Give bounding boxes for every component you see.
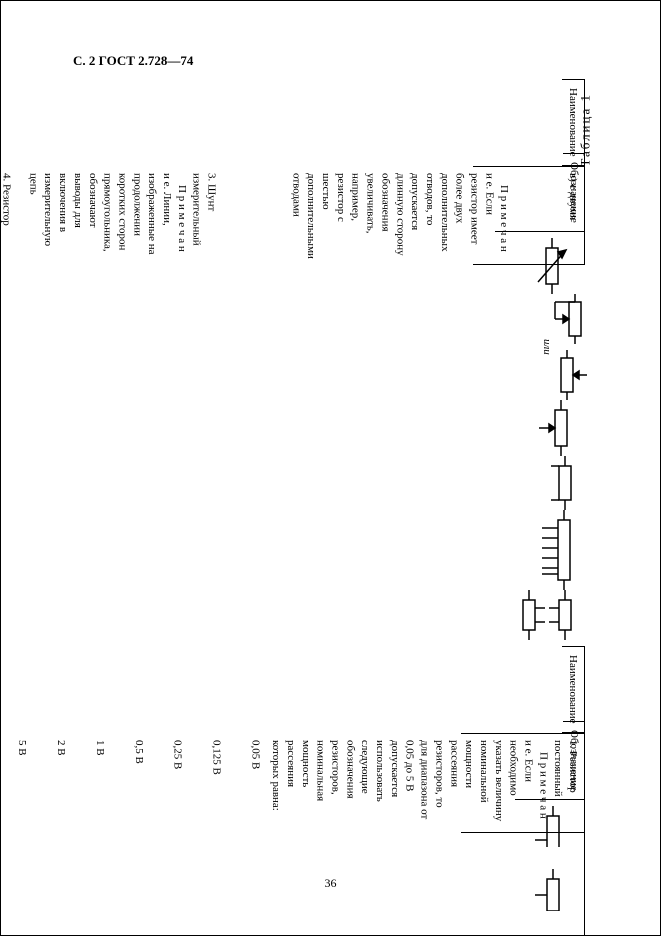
- l-p025: 0,25 В: [170, 740, 185, 826]
- r-title3: 3. Шунт измерительный: [189, 173, 219, 259]
- table-content: Наименование в) с двумя П р и м е ч а н …: [73, 79, 585, 865]
- r-note-c2: П р и м е ч а н и е. Если резистор имеет…: [289, 173, 512, 259]
- l-p005: 0,05 В: [247, 740, 262, 826]
- header-obozn-left: Обозначение: [563, 721, 585, 799]
- resistor-one-tap-asym-icon: [535, 806, 565, 848]
- resistor-one-tap-sym-icon: [535, 869, 565, 911]
- header-obozn-right: Обозначение: [563, 153, 585, 231]
- page: С. 2 ГОСТ 2.728—74 Таблица 1 36 Наименов…: [0, 0, 661, 936]
- r-title4: 4. Резистор переменный: [0, 173, 14, 259]
- resistor-six-taps-icon: [536, 510, 582, 590]
- ili-label: или: [541, 339, 553, 355]
- resistor-variable-icon: [537, 400, 577, 456]
- r-note3: П р и м е ч а н и е. Линии, изображенные…: [26, 173, 189, 259]
- page-number: 36: [325, 876, 337, 891]
- l-p5: 5 В: [14, 740, 29, 826]
- left-sym-col: [515, 799, 585, 936]
- l-p2: 2 В: [53, 740, 68, 826]
- shunt-icon: [545, 456, 585, 510]
- page-header: С. 2 ГОСТ 2.728—74: [73, 53, 193, 69]
- l-p1: 1 В: [92, 740, 107, 826]
- right-sym-col: или: [495, 231, 585, 646]
- resistor-two-taps-right-icon: [513, 590, 545, 640]
- resistor-var-alt-right-icon: [553, 350, 589, 400]
- l-p0125: 0,125 В: [209, 740, 224, 826]
- l-note1: П р и м е ч а н и е. Если необходимо ука…: [268, 740, 550, 826]
- l-p05: 0,5 В: [131, 740, 146, 826]
- resistor-two-taps-left-icon: [549, 590, 581, 640]
- resistor-rheostat-general-icon: [534, 238, 570, 294]
- resistor-var-alt-left-icon: [553, 294, 589, 344]
